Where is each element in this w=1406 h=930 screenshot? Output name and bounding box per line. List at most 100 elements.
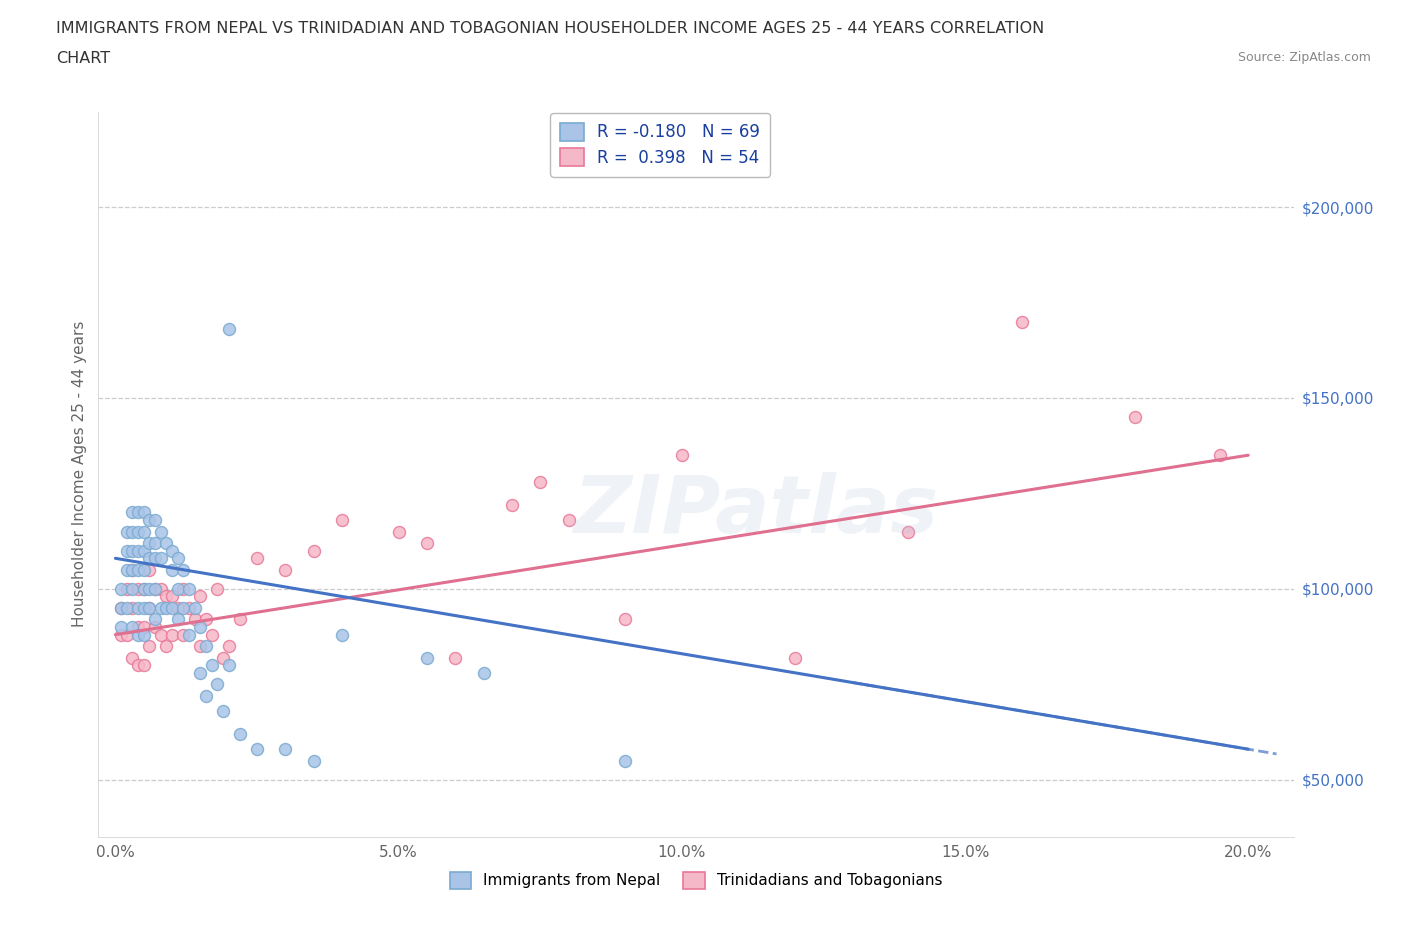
Point	[1123, 409, 1146, 424]
Point	[127, 581, 149, 596]
Point	[138, 581, 160, 596]
Point	[212, 704, 235, 719]
Point	[529, 474, 551, 489]
Point	[783, 650, 806, 665]
Point	[501, 498, 523, 512]
Point	[166, 612, 188, 627]
Point	[229, 726, 252, 741]
Y-axis label: Householder Income Ages 25 - 44 years: Householder Income Ages 25 - 44 years	[72, 321, 87, 628]
Text: ZIPatlas: ZIPatlas	[574, 472, 938, 550]
Point	[177, 581, 200, 596]
Point	[138, 601, 160, 616]
Point	[143, 551, 166, 565]
Text: CHART: CHART	[56, 51, 110, 66]
Point	[143, 512, 166, 527]
Point	[143, 581, 166, 596]
Point	[121, 543, 143, 558]
Point	[897, 525, 920, 539]
Point	[110, 601, 132, 616]
Point	[121, 563, 143, 578]
Point	[472, 665, 495, 680]
Point	[166, 551, 188, 565]
Text: IMMIGRANTS FROM NEPAL VS TRINIDADIAN AND TOBAGONIAN HOUSEHOLDER INCOME AGES 25 -: IMMIGRANTS FROM NEPAL VS TRINIDADIAN AND…	[56, 21, 1045, 36]
Point	[110, 619, 132, 634]
Point	[201, 658, 224, 672]
Point	[127, 627, 149, 642]
Point	[246, 742, 269, 757]
Point	[132, 601, 155, 616]
Point	[160, 543, 183, 558]
Point	[143, 536, 166, 551]
Point	[302, 753, 325, 768]
Point	[127, 601, 149, 616]
Point	[195, 639, 218, 654]
Point	[132, 627, 155, 642]
Point	[127, 658, 149, 672]
Point	[416, 536, 439, 551]
Point	[127, 525, 149, 539]
Point	[149, 525, 172, 539]
Point	[138, 536, 160, 551]
Point	[143, 619, 166, 634]
Point	[121, 650, 143, 665]
Point	[143, 612, 166, 627]
Point	[138, 601, 160, 616]
Point	[190, 619, 212, 634]
Point	[121, 563, 143, 578]
Point	[183, 612, 205, 627]
Point	[121, 619, 143, 634]
Point	[127, 543, 149, 558]
Point	[132, 581, 155, 596]
Point	[115, 581, 138, 596]
Point	[172, 563, 194, 578]
Point	[172, 581, 194, 596]
Point	[166, 581, 188, 596]
Point	[1011, 314, 1033, 329]
Point	[110, 581, 132, 596]
Point	[143, 581, 166, 596]
Point	[149, 551, 172, 565]
Point	[121, 505, 143, 520]
Point	[614, 612, 637, 627]
Point	[160, 627, 183, 642]
Point	[195, 612, 218, 627]
Point	[155, 536, 177, 551]
Point	[132, 619, 155, 634]
Point	[132, 581, 155, 596]
Point	[302, 543, 325, 558]
Point	[190, 665, 212, 680]
Point	[127, 505, 149, 520]
Point	[190, 639, 212, 654]
Point	[121, 525, 143, 539]
Point	[229, 612, 252, 627]
Point	[121, 601, 143, 616]
Point	[138, 639, 160, 654]
Point	[132, 505, 155, 520]
Point	[132, 658, 155, 672]
Point	[274, 742, 297, 757]
Point	[155, 639, 177, 654]
Point	[177, 601, 200, 616]
Point	[183, 601, 205, 616]
Point	[218, 322, 240, 337]
Point	[149, 627, 172, 642]
Point	[160, 589, 183, 604]
Point	[330, 512, 353, 527]
Point	[166, 601, 188, 616]
Point	[138, 512, 160, 527]
Point	[212, 650, 235, 665]
Point	[115, 563, 138, 578]
Point	[207, 677, 229, 692]
Point	[149, 601, 172, 616]
Point	[127, 619, 149, 634]
Point	[138, 563, 160, 578]
Legend: Immigrants from Nepal, Trinidadians and Tobagonians: Immigrants from Nepal, Trinidadians and …	[443, 866, 949, 895]
Point	[416, 650, 439, 665]
Point	[115, 543, 138, 558]
Point	[557, 512, 579, 527]
Point	[132, 525, 155, 539]
Point	[172, 601, 194, 616]
Point	[127, 563, 149, 578]
Point	[155, 601, 177, 616]
Point	[110, 627, 132, 642]
